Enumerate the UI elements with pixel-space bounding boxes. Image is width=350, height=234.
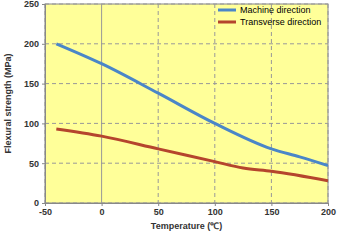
x-axis: -50 0 50 100 150 200 [39,203,336,217]
tick-label: 50 [29,159,39,169]
x-grid-line [101,4,102,203]
y-grid-line [45,123,328,124]
plot-background [45,4,328,203]
y-axis: 0 50 100 150 200 250 [24,0,46,208]
y-grid-line [45,83,328,84]
axis-line [42,5,46,204]
tick-label: 150 [264,207,279,217]
tick: 250 [24,0,45,9]
tick-label: 200 [24,39,39,49]
tick-mark [42,123,45,124]
tick: 50 [154,203,164,217]
tick-label: 0 [34,198,39,208]
tick-mark [42,4,45,5]
tick-mark [42,163,45,164]
x-grid-line [271,4,272,203]
legend-swatch [218,21,236,24]
legend: Machine direction Transverse direction [218,5,321,27]
tick-mark [328,203,329,206]
series-line [56,129,328,181]
y-axis-title: Flexural strength (MPa) [3,53,13,153]
legend-swatch [218,9,236,12]
plot: -50050100150200050100150200250Machine di… [24,0,336,217]
tick: 200 [24,39,45,49]
tick-mark [102,203,103,206]
tick-label: 100 [24,119,39,129]
tick-label: 200 [321,207,336,217]
tick-mark [42,44,45,45]
tick-label: 50 [154,207,164,217]
x-axis-title: Temperature (℃) [151,221,222,231]
tick: -50 [39,203,52,217]
axis-line [46,204,329,207]
tick: 150 [264,203,279,217]
y-grid-line [45,43,328,44]
series-line [56,44,328,166]
x-grid-line [214,4,215,203]
tick-label: 250 [24,0,39,9]
tick: 0 [100,203,105,217]
tick-label: 0 [100,207,105,217]
tick: 200 [321,203,336,217]
tick-mark [42,84,45,85]
legend-label: Transverse direction [240,17,321,27]
tick: 100 [24,119,45,129]
tick-mark [158,203,159,206]
tick-label: -50 [39,207,52,217]
chart: -50050100150200050100150200250Machine di… [0,0,350,234]
x-grid-line [158,4,159,203]
legend-label: Machine direction [240,5,311,15]
y-grid-line [45,163,328,164]
grid [45,4,328,203]
series-group [56,44,328,181]
x-grid-line [328,4,329,203]
tick-label: 100 [208,207,223,217]
tick-label: 150 [24,79,39,89]
tick: 100 [208,203,223,217]
tick-mark [42,203,45,204]
tick-mark [271,203,272,206]
tick: 50 [29,159,45,169]
tick: 0 [34,198,45,208]
tick: 150 [24,79,45,89]
tick-mark [215,203,216,206]
